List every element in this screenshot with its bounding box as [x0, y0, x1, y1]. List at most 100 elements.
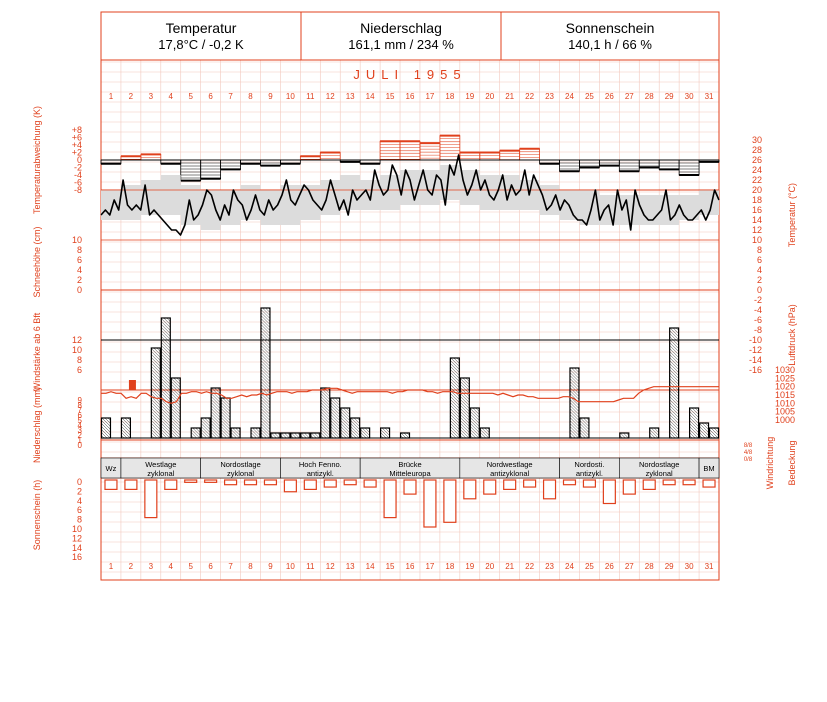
precipitation-hatch: [304, 432, 310, 439]
precipitation-hatch: [277, 432, 280, 436]
precipitation-hatch: [160, 347, 170, 358]
ylabel-pressure: Luftdruck (hPa): [787, 304, 797, 366]
tick-wind: 8: [77, 355, 82, 365]
precipitation-hatch: [569, 368, 579, 379]
precipitation-hatch: [120, 419, 131, 430]
precipitation-hatch: [669, 404, 679, 415]
precipitation-hatch: [220, 407, 230, 418]
precipitation-hatch: [350, 425, 360, 436]
tick-temperature: -2: [754, 295, 762, 305]
precipitation-hatch: [569, 386, 579, 397]
precipitation-hatch: [330, 419, 340, 430]
precipitation-hatch: [260, 425, 270, 436]
precipitation-hatch: [260, 347, 270, 358]
precipitation-hatch: [320, 416, 330, 427]
precipitation-hatch: [459, 407, 469, 418]
day-label-top: 17: [425, 92, 434, 101]
precipitation-hatch: [320, 395, 330, 406]
sunshine-bar: [662, 479, 676, 486]
precipitation-hatch: [320, 428, 330, 439]
precipitation-hatch: [220, 404, 230, 415]
precipitation-hatch: [170, 425, 180, 436]
precipitation-hatch: [260, 401, 270, 412]
precipitation-hatch: [330, 425, 340, 436]
sunshine-bar: [343, 479, 357, 486]
tick-temperature-anomaly: -2: [74, 163, 82, 173]
precipitation-hatch: [320, 404, 330, 415]
precipitation-hatch: [120, 428, 131, 439]
precipitation-hatch: [330, 422, 340, 433]
precipitation-hatch: [669, 347, 679, 358]
tick-temperature: 4: [757, 265, 762, 275]
sunshine-bar: [283, 479, 297, 493]
precipitation-hatch: [459, 428, 469, 439]
precipitation-hatch: [620, 432, 626, 439]
precipitation-hatch: [688, 419, 699, 430]
precipitation-hatch: [459, 401, 469, 412]
day-label-top: 19: [465, 92, 474, 101]
precipitation-hatch: [654, 427, 659, 433]
precipitation-hatch: [153, 347, 160, 355]
weather-type-box: [698, 457, 720, 479]
precipitation-hatch: [586, 417, 589, 421]
precipitation-hatch: [449, 431, 457, 439]
precipitation-hatch: [669, 374, 679, 385]
precipitation-hatch: [698, 428, 709, 439]
precipitation-hatch: [381, 427, 390, 436]
precipitation-hatch: [469, 416, 479, 427]
precipitation-hatch: [335, 397, 340, 403]
precipitation-hatch: [688, 431, 696, 439]
day-label-bottom: 9: [268, 562, 273, 571]
precipitation-hatch: [320, 407, 330, 418]
precipitation-hatch: [268, 307, 270, 310]
precipitation-hatch: [346, 407, 350, 412]
precipitation-hatch: [190, 431, 197, 439]
precipitation-hatch: [220, 419, 230, 430]
day-label-top: 5: [188, 92, 193, 101]
precipitation-hatch: [150, 374, 160, 385]
precipitation-hatch: [314, 432, 320, 439]
precipitation-hatch: [469, 425, 479, 436]
precipitation-hatch: [626, 432, 629, 436]
day-label-bottom: 2: [129, 562, 134, 571]
precipitation-hatch: [459, 410, 469, 421]
precipitation-hatch: [669, 428, 679, 439]
precipitation-hatch: [649, 428, 659, 439]
precipitation-hatch: [449, 380, 459, 391]
day-label-bottom: 8: [248, 562, 253, 571]
day-label-bottom: 14: [366, 562, 375, 571]
precipitation-hatch: [669, 350, 679, 361]
day-label-top: 15: [386, 92, 395, 101]
tick-precipitation: 2: [78, 431, 83, 440]
precipitation-hatch: [297, 432, 300, 436]
precipitation-hatch: [469, 428, 479, 439]
precipitation-hatch: [150, 425, 160, 436]
precipitation-hatch: [350, 431, 357, 439]
precipitation-bar: [150, 347, 161, 439]
precipitation-hatch: [274, 432, 280, 439]
precipitation-hatch: [459, 404, 469, 415]
precipitation-hatch: [669, 341, 679, 352]
precipitation-hatch: [100, 425, 111, 436]
precipitation-hatch: [210, 425, 220, 436]
precipitation-hatch: [260, 428, 270, 439]
precipitation-bar: [190, 427, 201, 439]
precipitation-hatch: [200, 428, 210, 439]
precipitation-hatch: [260, 365, 270, 376]
sunshine-bar: [303, 479, 317, 490]
precipitation-bar: [260, 307, 271, 439]
day-label-bottom: 19: [465, 562, 474, 571]
tick-precipitation: 0: [78, 441, 83, 450]
tick-temperature: -6: [754, 315, 762, 325]
tick-temperature-anomaly: -8: [74, 185, 82, 195]
precipitation-hatch: [160, 365, 170, 376]
precipitation-hatch: [459, 389, 469, 400]
temperature-normal-band: [101, 165, 719, 230]
precipitation-hatch: [250, 428, 260, 439]
precipitation-hatch: [210, 410, 220, 421]
tick-temperature: 14: [752, 215, 762, 225]
precipitation-hatch: [160, 362, 170, 373]
precipitation-hatch: [459, 377, 469, 388]
day-label-top: 24: [565, 92, 574, 101]
weather-type-label: antizykl.: [307, 469, 334, 478]
